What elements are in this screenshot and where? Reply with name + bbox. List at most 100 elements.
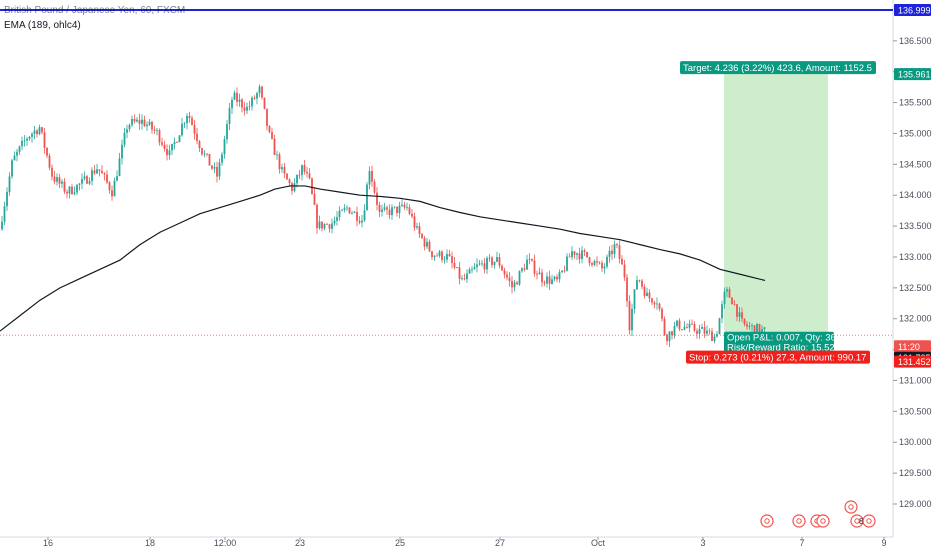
candle xyxy=(708,330,711,332)
chart-legend: British Pound / Japanese Yen, 60, FXCM E… xyxy=(4,3,185,33)
event-marker-dot xyxy=(854,518,860,524)
candle xyxy=(136,119,138,122)
candle xyxy=(656,303,658,305)
candle xyxy=(91,170,93,182)
candle xyxy=(428,241,431,252)
candle xyxy=(86,176,88,184)
candle xyxy=(711,331,713,341)
candle xyxy=(251,97,253,107)
candle xyxy=(281,167,283,170)
candle xyxy=(433,255,436,257)
candle xyxy=(133,118,136,122)
candle xyxy=(688,323,691,328)
candle xyxy=(11,160,13,177)
candle xyxy=(461,278,463,280)
candle xyxy=(311,178,313,194)
event-marker[interactable] xyxy=(844,500,858,514)
target-zone[interactable] xyxy=(724,74,828,336)
candle xyxy=(338,210,341,218)
ema-line[interactable] xyxy=(0,185,766,332)
candle xyxy=(316,204,318,229)
candle xyxy=(601,262,603,269)
pnl-label-box xyxy=(724,331,834,354)
candle xyxy=(41,127,43,133)
x-tick-label: 16 xyxy=(43,538,53,548)
candle xyxy=(206,153,208,155)
candle xyxy=(31,133,33,137)
candle xyxy=(406,207,408,209)
candle xyxy=(158,130,161,143)
candle xyxy=(676,320,678,326)
candle xyxy=(393,206,396,208)
candle xyxy=(421,234,423,238)
candle xyxy=(471,269,473,271)
candle xyxy=(186,115,188,124)
candle xyxy=(298,174,301,176)
candle xyxy=(741,312,743,319)
event-marker-dot xyxy=(820,518,826,524)
candle xyxy=(413,216,416,228)
candle xyxy=(18,146,21,152)
candle xyxy=(451,256,453,264)
candle xyxy=(188,115,191,119)
candle xyxy=(628,301,631,331)
candle xyxy=(626,277,628,302)
candle xyxy=(436,255,438,257)
y-tick-label: 133.500 xyxy=(899,221,932,231)
candle xyxy=(331,223,333,229)
candle xyxy=(286,173,288,180)
hline-price-tag: 136.999 xyxy=(898,6,931,16)
candle xyxy=(748,326,751,327)
event-marker[interactable] xyxy=(816,514,830,528)
candle xyxy=(81,178,83,184)
candle xyxy=(236,92,238,102)
y-tick-label: 130.000 xyxy=(899,437,932,447)
candle xyxy=(313,193,316,205)
candle xyxy=(546,276,548,284)
candle xyxy=(661,308,663,319)
candle xyxy=(596,261,598,263)
candle xyxy=(238,99,241,102)
candle xyxy=(553,276,556,280)
event-count: 8 xyxy=(859,517,864,526)
candle xyxy=(496,257,498,262)
candle xyxy=(93,170,96,174)
event-marker[interactable] xyxy=(760,514,774,528)
y-tick-label: 134.000 xyxy=(899,190,932,200)
candle xyxy=(591,263,593,265)
candle xyxy=(673,325,676,336)
candle xyxy=(511,280,513,288)
candle xyxy=(221,154,223,163)
candle xyxy=(181,123,183,136)
event-marker[interactable] xyxy=(862,514,876,528)
y-tick-label: 129.000 xyxy=(899,499,932,509)
candle xyxy=(441,251,443,261)
candle xyxy=(216,167,218,177)
candle xyxy=(328,224,331,229)
event-marker[interactable] xyxy=(792,514,806,528)
price-tag-timer: 11:20 xyxy=(898,342,920,352)
candle xyxy=(343,208,346,210)
candle xyxy=(118,158,121,177)
candle xyxy=(63,181,66,192)
candle xyxy=(166,149,168,156)
candle xyxy=(693,324,696,331)
candle xyxy=(718,318,721,335)
candle xyxy=(348,207,351,214)
candle xyxy=(108,182,111,191)
time-axis[interactable] xyxy=(0,537,893,550)
target-label: Target: 4.236 (3.22%) 423.6, Amount: 115… xyxy=(683,63,872,74)
candle xyxy=(378,204,381,212)
candle xyxy=(38,127,41,135)
candle xyxy=(226,124,228,140)
candle xyxy=(466,273,468,280)
candle xyxy=(336,217,338,221)
candle xyxy=(21,140,23,147)
candle xyxy=(88,181,91,184)
symbol-title: British Pound / Japanese Yen, 60, FXCM xyxy=(4,5,186,16)
candle xyxy=(743,318,746,325)
candle xyxy=(491,257,493,266)
price-axis[interactable] xyxy=(893,0,932,550)
